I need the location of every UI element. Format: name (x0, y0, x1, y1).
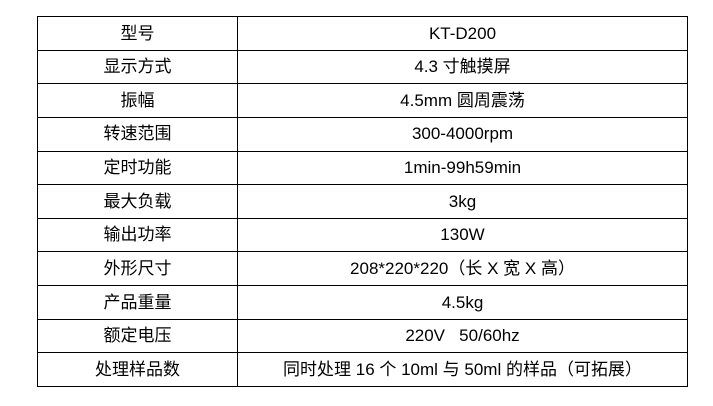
table-row: 定时功能 1min-99h59min (37, 150, 688, 186)
spec-label-cell: 振幅 (37, 83, 238, 118)
spec-table: 型号 KT-D200 显示方式 4.3 寸触摸屏 振幅 4.5mm 圆周震荡 转… (37, 16, 688, 387)
table-row: 外形尺寸 208*220*220（长 X 宽 X 高） (37, 251, 688, 286)
table-row: 最大负载 3kg (37, 184, 688, 219)
spec-value-cell: KT-D200 (237, 16, 688, 51)
spec-value-cell: 1min-99h59min (237, 150, 688, 186)
table-row: 额定电压 220V 50/60hz (37, 318, 688, 354)
spec-value-cell: 208*220*220（长 X 宽 X 高） (237, 251, 688, 286)
spec-label-cell: 产品重量 (37, 285, 238, 320)
table-row: 型号 KT-D200 (37, 16, 688, 51)
table-row: 显示方式 4.3 寸触摸屏 (37, 49, 688, 85)
spec-value-cell: 4.5mm 圆周震荡 (237, 83, 688, 118)
spec-value-cell: 同时处理 16 个 10ml 与 50ml 的样品（可拓展） (237, 352, 688, 387)
spec-value-cell: 130W (237, 217, 688, 253)
spec-label-cell: 处理样品数 (37, 352, 238, 387)
spec-value-cell: 300-4000rpm (237, 116, 688, 152)
table-row: 输出功率 130W (37, 217, 688, 253)
table-row: 转速范围 300-4000rpm (37, 116, 688, 152)
spec-label-cell: 定时功能 (37, 150, 238, 186)
spec-label-cell: 显示方式 (37, 49, 238, 85)
spec-label-cell: 最大负载 (37, 184, 238, 219)
spec-label-cell: 外形尺寸 (37, 251, 238, 286)
spec-value-cell: 220V 50/60hz (237, 318, 688, 354)
spec-label-cell: 型号 (37, 16, 238, 51)
spec-value-cell: 4.5kg (237, 285, 688, 320)
spec-value-cell: 3kg (237, 184, 688, 219)
spec-label-cell: 转速范围 (37, 116, 238, 152)
table-row: 振幅 4.5mm 圆周震荡 (37, 83, 688, 118)
spec-value-cell: 4.3 寸触摸屏 (237, 49, 688, 85)
spec-label-cell: 额定电压 (37, 318, 238, 354)
table-row: 处理样品数 同时处理 16 个 10ml 与 50ml 的样品（可拓展） (37, 352, 688, 387)
table-row: 产品重量 4.5kg (37, 285, 688, 320)
spec-label-cell: 输出功率 (37, 217, 238, 253)
